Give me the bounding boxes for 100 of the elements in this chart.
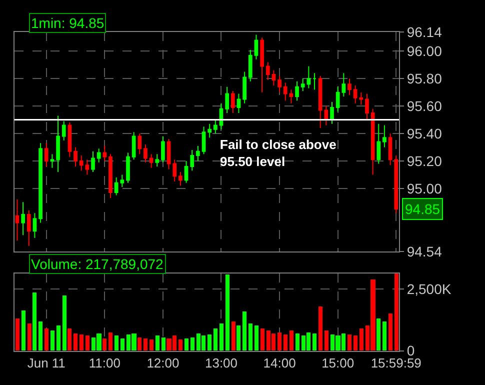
annotation: 94.85 [405,201,440,217]
bar [120,338,124,351]
candlestick [132,132,136,160]
bar [73,334,78,351]
bar [382,322,386,351]
bar [254,326,258,351]
bar [155,336,160,351]
bar [376,318,380,351]
bar [312,334,316,351]
candlestick [144,144,148,163]
candlestick [254,34,258,60]
candlestick [202,126,206,155]
bar [149,340,154,351]
bar [219,324,224,351]
candlestick [230,90,235,114]
y-tick-label: 94.54 [406,243,442,260]
candlestick [38,142,42,224]
candlestick [272,70,276,86]
bar [289,330,294,351]
bar [388,314,392,351]
candlestick [306,66,311,89]
candlestick [260,36,264,93]
candlestick [96,148,101,163]
x-tick-label: 15:00 [322,355,354,370]
candlestick [32,212,37,238]
y-tick-label: 95.40 [406,125,442,142]
candlestick [330,101,334,124]
bar [38,322,42,351]
candlestick [376,123,381,164]
bar [178,340,182,351]
x-tick-label: 11:00 [88,355,120,370]
candlestick [178,171,182,186]
bar [143,338,148,351]
candlestick [289,89,294,104]
candlestick [56,115,60,172]
candlestick [196,145,200,162]
bar [359,328,364,351]
bar [102,338,106,351]
candlestick [388,133,392,166]
candlestick [155,154,160,167]
candlestick [295,80,299,102]
candlestick [62,120,66,141]
bar [260,328,264,351]
x-tick-label: 12:00 [146,355,180,370]
bar [225,274,230,351]
bar [15,318,20,351]
candlestick [242,71,246,104]
candlestick [108,154,112,199]
bar [248,324,252,351]
bar [62,296,66,351]
candlestick [102,145,107,162]
candlestick [365,93,369,120]
y-tick-label: 96.14 [406,24,442,40]
bar [295,334,300,351]
candlestick [214,119,218,134]
candlestick [236,93,241,114]
candlestick [21,202,25,236]
bar [207,334,212,351]
y-tick-label: 95.00 [406,180,442,196]
bar [50,330,54,351]
candlestick [44,142,48,167]
y-tick-label: 95.80 [406,70,442,87]
candlestick [278,75,282,93]
bar [283,334,288,351]
bar [108,332,112,351]
bar [242,312,246,351]
bar [27,324,32,351]
candlestick [138,133,142,155]
candlestick [394,154,398,214]
x-tick-label: 13:00 [204,355,238,370]
candlestick [266,62,270,81]
bar [137,338,142,351]
candlestick [370,108,375,176]
bar [161,338,166,351]
chart-title: 1min: 94.85 [31,15,104,31]
bar [56,326,60,351]
bar [21,310,26,351]
candlestick [74,146,78,167]
candlestick [353,85,358,104]
x-tick-label: Jun 11 [27,355,66,370]
candlestick [26,210,31,247]
chart-title: Volume: 217,789,072 [31,256,164,272]
y-tick-label: 95.60 [406,98,442,114]
candlestick [172,159,177,182]
candlestick [300,78,305,92]
bar [114,336,118,351]
y-tick-label: 95.20 [406,152,442,169]
bar [353,336,358,351]
bar [318,306,322,351]
candlestick [91,150,95,172]
bar [231,322,236,351]
candlestick [79,154,84,172]
candlestick [382,124,386,148]
candlestick [283,82,288,102]
bar [236,326,240,351]
candlestick [161,136,165,163]
bar [213,328,218,351]
candlestick [184,160,188,184]
candlestick [50,154,54,168]
bar [277,332,282,351]
